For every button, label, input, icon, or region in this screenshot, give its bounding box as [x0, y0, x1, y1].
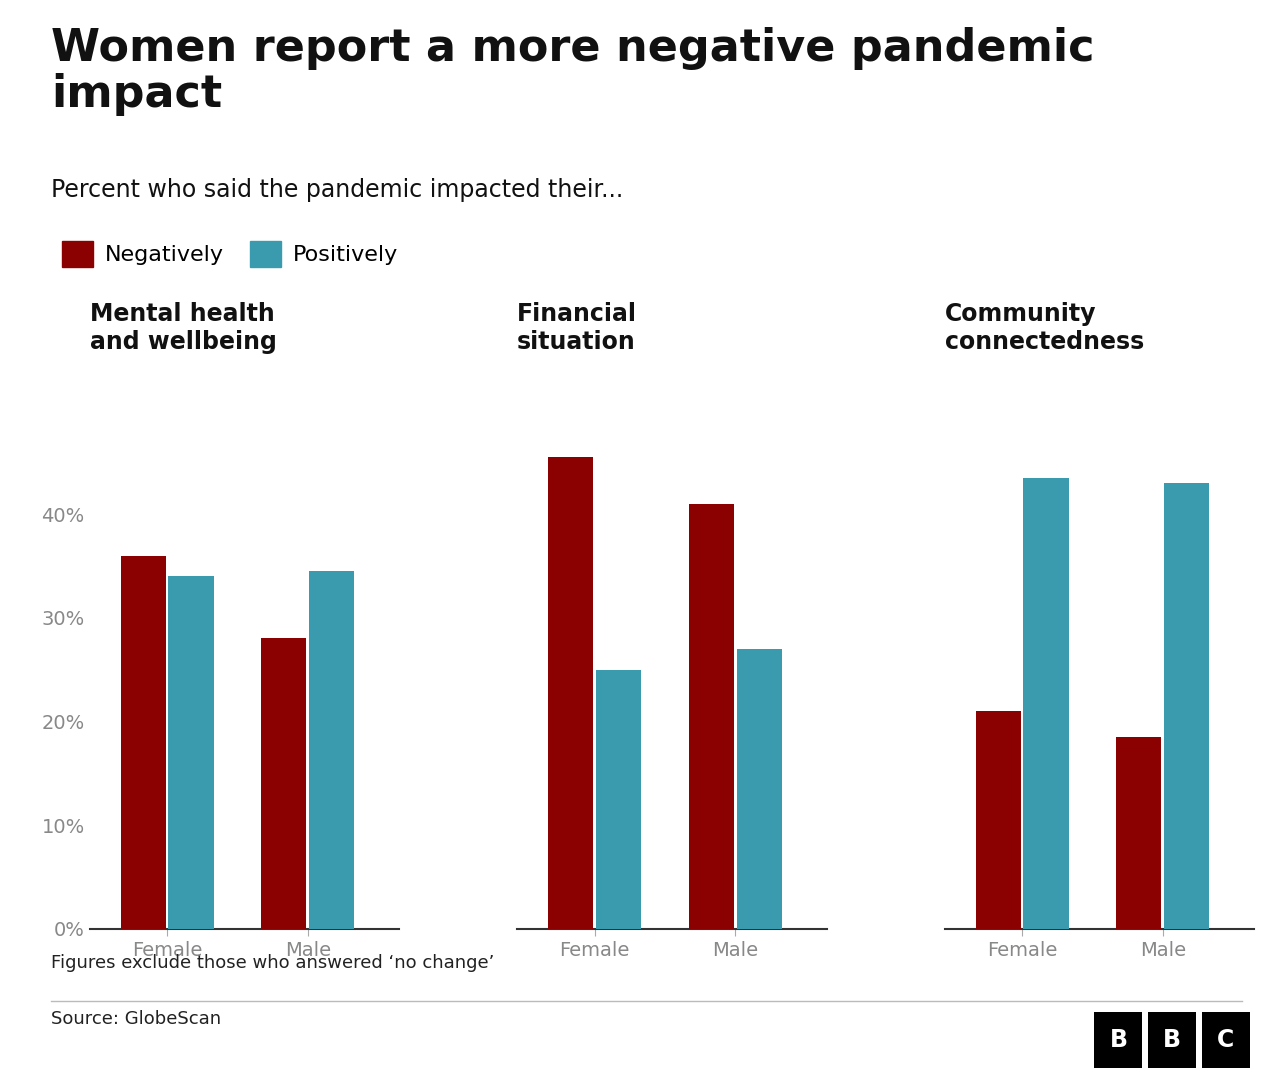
Text: Mental health
and wellbeing: Mental health and wellbeing — [90, 302, 276, 354]
Bar — [548, 457, 593, 929]
Bar — [1024, 477, 1069, 929]
Text: Source: GlobeScan: Source: GlobeScan — [51, 1010, 221, 1028]
Text: B: B — [1110, 1028, 1128, 1052]
FancyBboxPatch shape — [1202, 1012, 1249, 1068]
Bar — [975, 711, 1020, 929]
Text: Percent who said the pandemic impacted their...: Percent who said the pandemic impacted t… — [51, 178, 623, 202]
Bar — [120, 555, 165, 929]
Text: Financial
situation: Financial situation — [517, 302, 637, 354]
Legend: Negatively, Positively: Negatively, Positively — [63, 241, 398, 267]
Text: B: B — [1164, 1028, 1181, 1052]
Bar — [310, 571, 355, 929]
Bar — [1116, 737, 1161, 929]
FancyBboxPatch shape — [1094, 1012, 1143, 1068]
Bar — [596, 670, 641, 929]
Bar — [169, 577, 214, 929]
Bar — [261, 638, 306, 929]
Bar — [1165, 483, 1210, 929]
Text: Community
connectedness: Community connectedness — [945, 302, 1144, 354]
Text: Women report a more negative pandemic
impact: Women report a more negative pandemic im… — [51, 27, 1094, 117]
FancyBboxPatch shape — [1148, 1012, 1196, 1068]
Text: C: C — [1217, 1028, 1234, 1052]
Bar — [689, 503, 733, 929]
Bar — [737, 649, 782, 929]
Text: Figures exclude those who answered ‘no change’: Figures exclude those who answered ‘no c… — [51, 954, 494, 972]
